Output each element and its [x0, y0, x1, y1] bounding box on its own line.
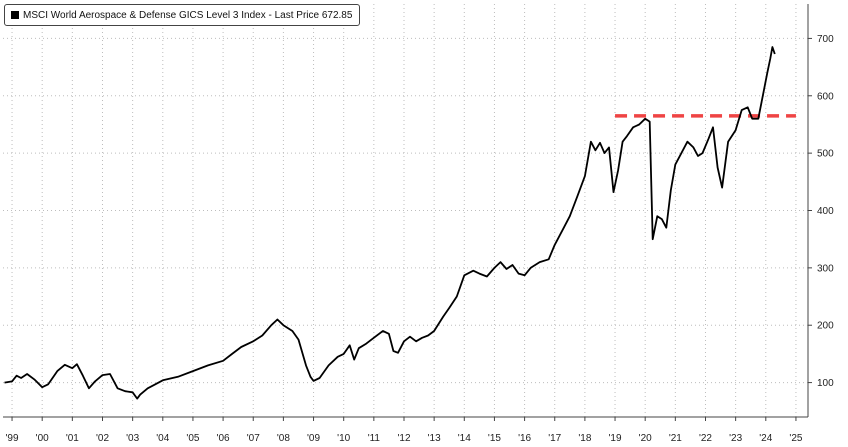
x-tick-label: '04 [156, 433, 169, 444]
y-tick-label: 500 [817, 149, 834, 160]
legend-label: MSCI World Aerospace & Defense GICS Leve… [23, 9, 353, 21]
y-tick-label: 100 [817, 378, 834, 389]
x-tick-label: '12 [397, 433, 410, 444]
x-tick-label: '07 [247, 433, 260, 444]
x-tick-label: '22 [699, 433, 712, 444]
x-tick-label: '03 [126, 433, 139, 444]
y-tick-label: 300 [817, 263, 834, 274]
series-line-msci-aerospace-defense [4, 46, 776, 400]
x-tick-label: '20 [639, 433, 652, 444]
x-tick-label: '15 [488, 433, 501, 444]
x-tick-label: '25 [789, 433, 802, 444]
x-tick-label: '05 [186, 433, 199, 444]
x-tick-label: '10 [337, 433, 350, 444]
y-tick-label: 600 [817, 91, 834, 102]
x-axis: '99 '00 '01 '02 '03 '04 '05 '06 '07 '08 '09 '10 '11 '… [6, 417, 803, 444]
x-tick-label: '18 [578, 433, 591, 444]
x-tick-label: '21 [669, 433, 682, 444]
series-layer [4, 46, 776, 400]
legend: MSCI World Aerospace & Defense GICS Leve… [4, 4, 361, 26]
x-tick-label: '09 [307, 433, 320, 444]
y-tick-label: 400 [817, 206, 834, 217]
x-tick-label: '06 [217, 433, 230, 444]
x-tick-label: '19 [609, 433, 622, 444]
x-tick-label: '16 [518, 433, 531, 444]
y-tick-label: 700 [817, 34, 834, 45]
x-tick-label: '11 [368, 433, 381, 444]
x-tick-label: '13 [428, 433, 441, 444]
x-tick-label: '99 [6, 433, 19, 444]
x-tick-label: '02 [96, 433, 109, 444]
grid-lines [3, 4, 808, 417]
x-tick-label: '23 [729, 433, 742, 444]
x-tick-label: '17 [548, 433, 561, 444]
y-tick-label: 200 [817, 321, 834, 332]
legend-swatch [11, 11, 19, 19]
x-tick-label: '24 [759, 433, 772, 444]
x-tick-label: '01 [66, 433, 79, 444]
x-tick-label: '00 [36, 433, 49, 444]
y-axis: 100 200 300 400 500 600 700 [808, 34, 834, 389]
x-tick-label: '14 [458, 433, 471, 444]
x-tick-label: '08 [277, 433, 290, 444]
